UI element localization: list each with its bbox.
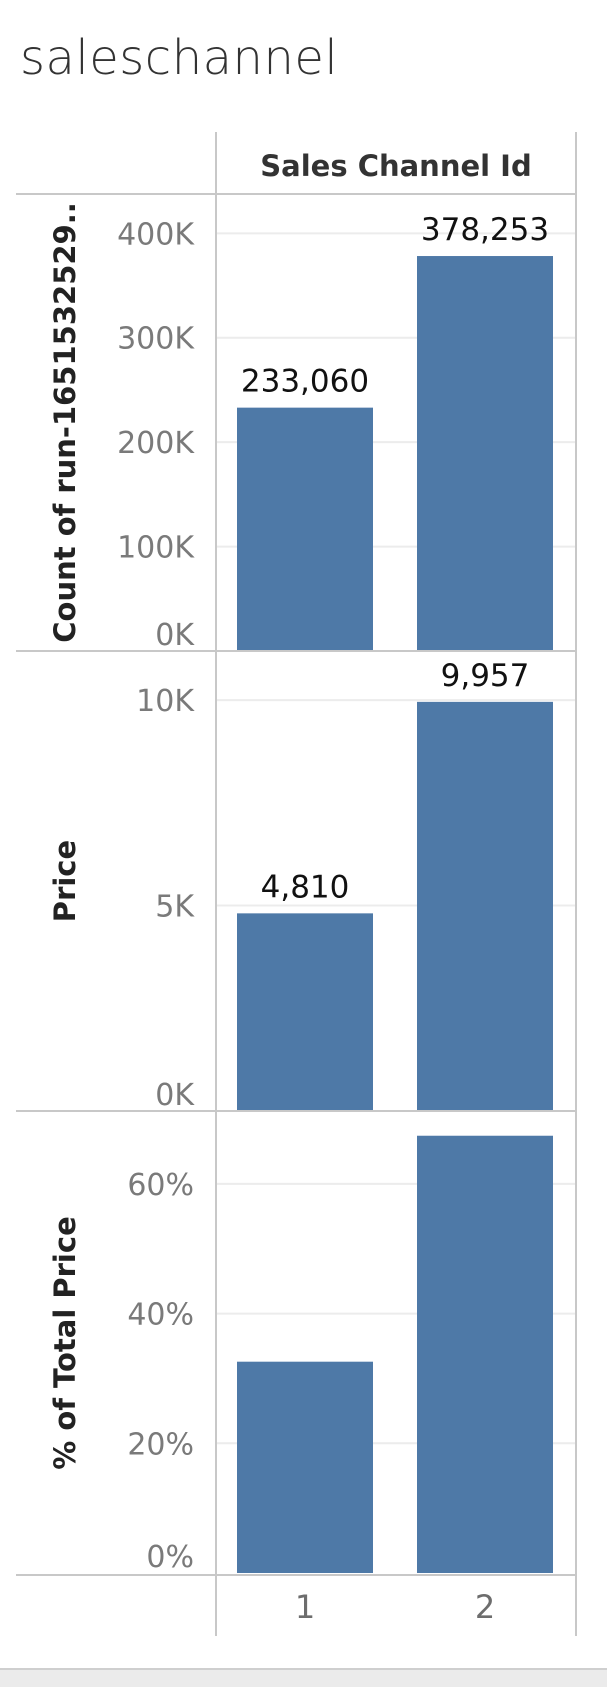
sheet-title: saleschannel <box>20 30 339 86</box>
bottom-scrollbar[interactable] <box>0 1668 607 1687</box>
y-tick-label: 300K <box>117 322 195 357</box>
bar <box>237 913 373 1111</box>
x-category-label: 2 <box>475 1588 495 1626</box>
column-header: Sales Channel Id <box>260 149 531 183</box>
y-tick-label: 20% <box>127 1427 194 1462</box>
y-tick-label: 0% <box>146 1540 194 1575</box>
y-tick-label: 100K <box>117 531 195 566</box>
y-axis-label: Count of run-1651532529.. <box>48 202 82 643</box>
y-axis-label: % of Total Price <box>48 1216 82 1469</box>
y-tick-label: 60% <box>127 1168 194 1203</box>
bar <box>237 1361 373 1573</box>
data-label: 378,253 <box>421 212 549 248</box>
bar <box>417 1135 553 1573</box>
data-label: 4,810 <box>261 869 350 905</box>
y-axis-label: Price <box>48 840 82 922</box>
bar <box>417 256 553 651</box>
y-tick-label: 5K <box>155 890 195 925</box>
bar <box>237 407 373 651</box>
bar <box>417 701 553 1111</box>
x-category-label: 1 <box>295 1588 315 1626</box>
y-tick-label: 400K <box>117 217 195 252</box>
y-tick-label: 0K <box>155 618 195 653</box>
y-tick-label: 40% <box>127 1298 194 1333</box>
y-tick-label: 0K <box>155 1078 195 1113</box>
y-tick-label: 10K <box>136 684 195 719</box>
data-label: 9,957 <box>441 658 530 694</box>
y-tick-label: 200K <box>117 426 195 461</box>
data-label: 233,060 <box>241 364 369 400</box>
